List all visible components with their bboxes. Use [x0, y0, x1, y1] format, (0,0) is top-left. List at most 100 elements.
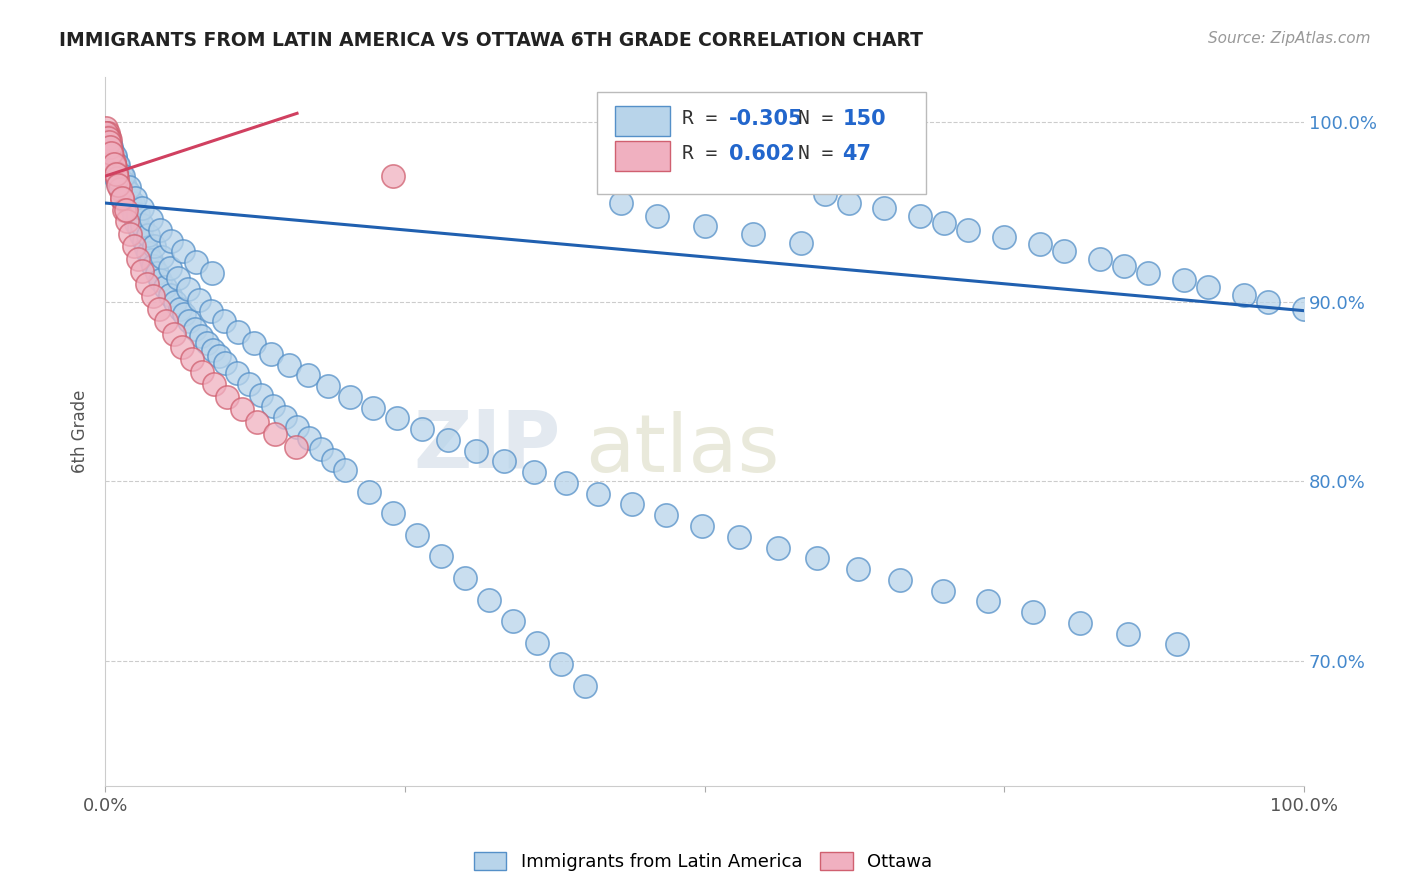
Point — [112, 184, 135, 198]
Point — [212, 314, 235, 328]
Point — [118, 180, 141, 194]
Point — [132, 234, 155, 248]
Point — [101, 144, 124, 158]
Point — [108, 170, 131, 185]
Point — [105, 163, 128, 178]
Point — [202, 343, 225, 358]
Point — [159, 287, 181, 301]
Point — [153, 280, 176, 294]
Point — [1029, 237, 1052, 252]
Point — [1114, 259, 1136, 273]
Text: N =: N = — [799, 109, 834, 128]
Point — [155, 314, 177, 328]
Text: ZIP: ZIP — [413, 407, 561, 485]
Point — [316, 379, 339, 393]
Point — [1090, 252, 1112, 266]
Point — [111, 174, 134, 188]
FancyBboxPatch shape — [614, 106, 669, 136]
Point — [655, 508, 678, 523]
Point — [177, 282, 200, 296]
Point — [976, 594, 998, 608]
Point — [100, 140, 122, 154]
Point — [105, 158, 128, 172]
Point — [620, 498, 643, 512]
Point — [105, 167, 128, 181]
Point — [96, 126, 118, 140]
Point — [993, 230, 1015, 244]
Point — [96, 126, 118, 140]
Point — [105, 170, 128, 185]
Point — [100, 147, 122, 161]
Point — [97, 136, 120, 151]
Text: 0.602: 0.602 — [728, 144, 794, 164]
Point — [127, 252, 149, 266]
FancyBboxPatch shape — [614, 141, 669, 171]
Point — [142, 289, 165, 303]
Text: N =: N = — [799, 145, 834, 163]
Point — [1197, 280, 1219, 294]
Point — [813, 187, 835, 202]
Point — [97, 126, 120, 140]
Point — [250, 388, 273, 402]
Point — [114, 203, 136, 218]
Point — [122, 209, 145, 223]
Point — [110, 180, 132, 194]
Text: Source: ZipAtlas.com: Source: ZipAtlas.com — [1208, 31, 1371, 46]
Text: 150: 150 — [842, 109, 886, 128]
Point — [806, 551, 828, 566]
Point — [139, 253, 162, 268]
Point — [381, 507, 404, 521]
Point — [264, 427, 287, 442]
Point — [574, 679, 596, 693]
Point — [238, 377, 260, 392]
Point — [121, 196, 143, 211]
Point — [104, 160, 127, 174]
Point — [226, 367, 249, 381]
Point — [112, 176, 135, 190]
Point — [117, 186, 139, 200]
Point — [298, 431, 321, 445]
Point — [97, 135, 120, 149]
Point — [184, 321, 207, 335]
Point — [385, 411, 408, 425]
Point — [523, 465, 546, 479]
Point — [217, 390, 239, 404]
Point — [97, 129, 120, 144]
Point — [1166, 637, 1188, 651]
Point — [149, 273, 172, 287]
Point — [645, 209, 668, 223]
Point — [108, 182, 131, 196]
Point — [112, 187, 135, 202]
Point — [120, 198, 142, 212]
Point — [98, 133, 121, 147]
Point — [430, 549, 453, 564]
Point — [149, 223, 172, 237]
Point — [136, 277, 159, 291]
Point — [170, 340, 193, 354]
Point — [159, 260, 181, 275]
Point — [478, 592, 501, 607]
Point — [381, 169, 404, 183]
Point — [910, 209, 932, 223]
Point — [789, 235, 811, 250]
Point — [163, 294, 186, 309]
Point — [277, 358, 299, 372]
Point — [454, 571, 477, 585]
Point — [934, 216, 956, 230]
Point — [115, 214, 138, 228]
Point — [187, 293, 209, 307]
Point — [201, 266, 224, 280]
Point — [128, 221, 150, 235]
Point — [437, 433, 460, 447]
Point — [957, 223, 980, 237]
Point — [97, 138, 120, 153]
Point — [104, 149, 127, 163]
Point — [200, 303, 222, 318]
Point — [502, 614, 524, 628]
Point — [1116, 626, 1139, 640]
Point — [100, 153, 122, 167]
Point — [231, 402, 253, 417]
Point — [96, 128, 118, 142]
Point — [339, 390, 361, 404]
Point — [105, 165, 128, 179]
